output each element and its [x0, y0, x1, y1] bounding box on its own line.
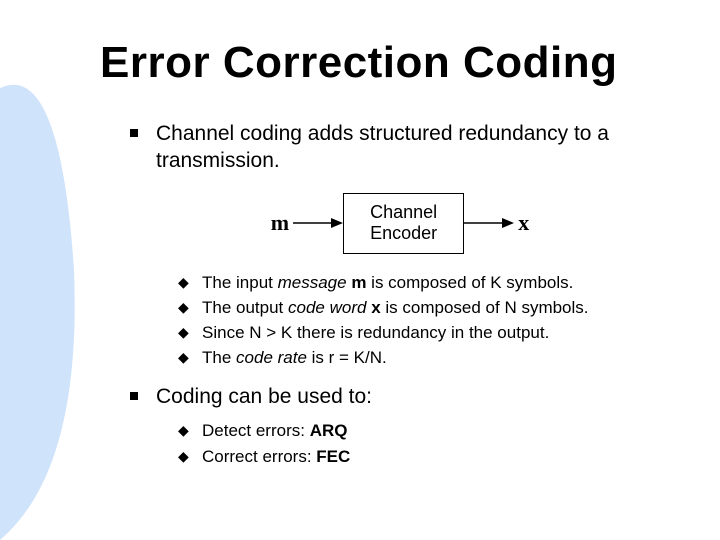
sub-bullet-text: Since N > K there is redundancy in the o… [202, 322, 549, 344]
sub-list: ◆ Detect errors: ARQ ◆ Correct errors: FEC [178, 420, 670, 467]
sub-bullet-item: ◆ Detect errors: ARQ [178, 420, 670, 442]
sub-bullet-item: ◆ Since N > K there is redundancy in the … [178, 322, 670, 344]
diamond-bullet-icon: ◆ [178, 421, 192, 439]
slide: Error Correction Coding Channel coding a… [0, 0, 720, 540]
slide-content: Channel coding adds structured redundanc… [130, 120, 670, 482]
encoder-box-line1: Channel [370, 202, 437, 224]
diagram-output-label: x [514, 210, 533, 236]
sub-bullet-item: ◆ The code rate is r = K/N. [178, 347, 670, 369]
sub-bullet-text: Correct errors: FEC [202, 446, 350, 468]
sub-bullet-text: Detect errors: ARQ [202, 420, 347, 442]
sub-bullet-item: ◆ The output code word x is composed of N… [178, 297, 670, 319]
diamond-bullet-icon: ◆ [178, 323, 192, 341]
arrow-right-icon [464, 213, 514, 233]
sub-bullet-text: The input message m is composed of K sym… [202, 272, 573, 294]
slide-title: Error Correction Coding [100, 38, 618, 88]
sub-bullet-text: The code rate is r = K/N. [202, 347, 387, 369]
diamond-bullet-icon: ◆ [178, 298, 192, 316]
sub-bullet-text: The output code word x is composed of N … [202, 297, 589, 319]
encoder-box: Channel Encoder [343, 193, 464, 254]
bullet-text: Coding can be used to: [156, 383, 372, 410]
sub-bullet-item: ◆ The input message m is composed of K sy… [178, 272, 670, 294]
encoder-box-line2: Encoder [370, 223, 437, 245]
bullet-text: Channel coding adds structured redundanc… [156, 120, 670, 175]
sub-bullet-item: ◆ Correct errors: FEC [178, 446, 670, 468]
encoder-diagram: m Channel Encoder x [130, 193, 670, 254]
diagram-row: m Channel Encoder x [267, 193, 533, 254]
bullet-item: Channel coding adds structured redundanc… [130, 120, 670, 175]
arrow-right-icon [293, 213, 343, 233]
square-bullet-icon [130, 392, 138, 400]
diamond-bullet-icon: ◆ [178, 447, 192, 465]
diamond-bullet-icon: ◆ [178, 273, 192, 291]
sub-list: ◆ The input message m is composed of K sy… [178, 272, 670, 369]
diamond-bullet-icon: ◆ [178, 348, 192, 366]
bullet-item: Coding can be used to: [130, 383, 670, 410]
square-bullet-icon [130, 129, 138, 137]
diagram-input-label: m [267, 210, 293, 236]
